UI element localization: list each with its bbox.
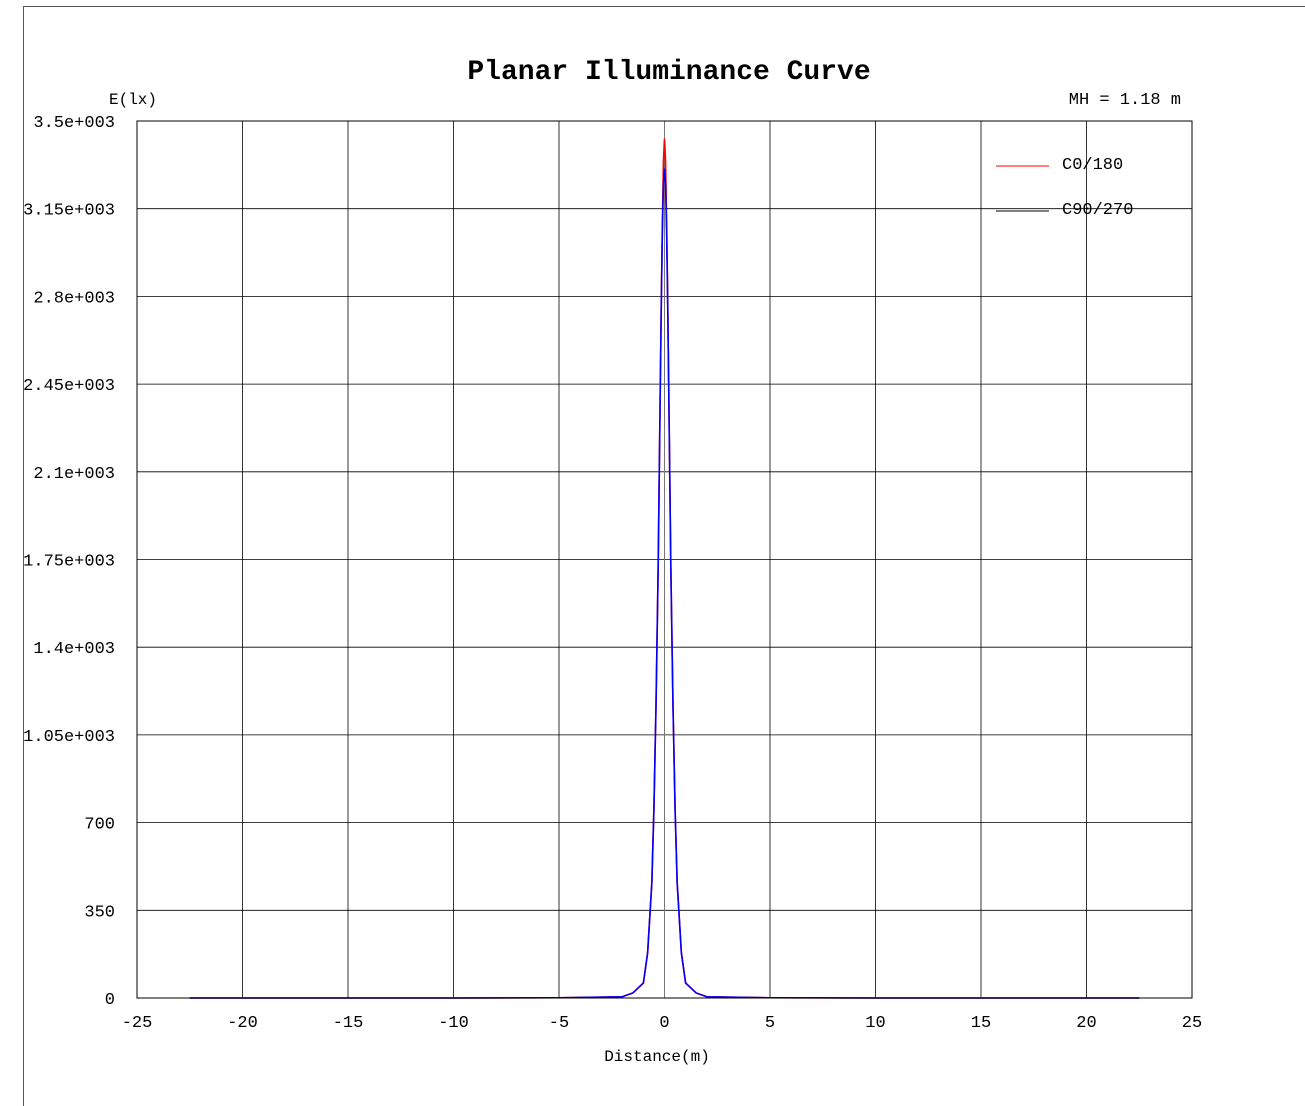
- x-axis-label: Distance(m): [604, 1048, 710, 1066]
- x-tick-label: 5: [765, 1014, 775, 1033]
- y-tick-label: 1.05e+003: [23, 728, 115, 747]
- y-tick-label: 2.8e+003: [33, 289, 115, 308]
- series-line-c90-270: [189, 168, 1140, 999]
- y-tick-label: 350: [84, 903, 115, 922]
- x-tick-label: 0: [659, 1014, 669, 1033]
- y-tick-label: 2.45e+003: [23, 377, 115, 396]
- x-tick-label: -5: [549, 1014, 569, 1033]
- series-lines: [189, 138, 1140, 999]
- y-tick-label: 3.15e+003: [23, 202, 115, 221]
- y-tick-label: 2.1e+003: [33, 465, 115, 484]
- mounting-height-label: MH = 1.18 m: [1069, 91, 1181, 110]
- legend-label: C90/270: [1062, 201, 1133, 220]
- x-tick-label: -15: [333, 1014, 364, 1033]
- x-tick-label: -20: [227, 1014, 258, 1033]
- x-tick-label: -25: [122, 1014, 153, 1033]
- y-tick-label: 1.75e+003: [23, 553, 115, 572]
- legend-label: C0/180: [1062, 156, 1123, 175]
- x-tick-label: 25: [1182, 1014, 1202, 1033]
- y-tick-label: 1.4e+003: [33, 640, 115, 659]
- frame-left-border: [23, 6, 24, 1106]
- y-tick-label: 700: [84, 816, 115, 835]
- chart-title: Planar Illuminance Curve: [467, 57, 870, 88]
- x-tick-label: -10: [438, 1014, 469, 1033]
- y-tick-labels: 3.5e+003 3.15e+003 2.8e+003 2.45e+003 2.1e+0…: [23, 114, 115, 1010]
- x-tick-label: 15: [971, 1014, 991, 1033]
- y-tick-label: 3.5e+003: [33, 114, 115, 133]
- x-tick-labels: -25 -20 -15 -10 -5 0 5 10 15 20 25: [122, 1014, 1203, 1033]
- frame-top-border: [23, 6, 1305, 7]
- legend: C0/180 C90/270: [996, 156, 1133, 220]
- plot-area-border: [136, 120, 1193, 999]
- y-tick-label: 0: [105, 991, 115, 1010]
- x-tick-label: 20: [1076, 1014, 1096, 1033]
- x-tick-label: 10: [865, 1014, 885, 1033]
- y-axis-label: E(lx): [109, 91, 157, 109]
